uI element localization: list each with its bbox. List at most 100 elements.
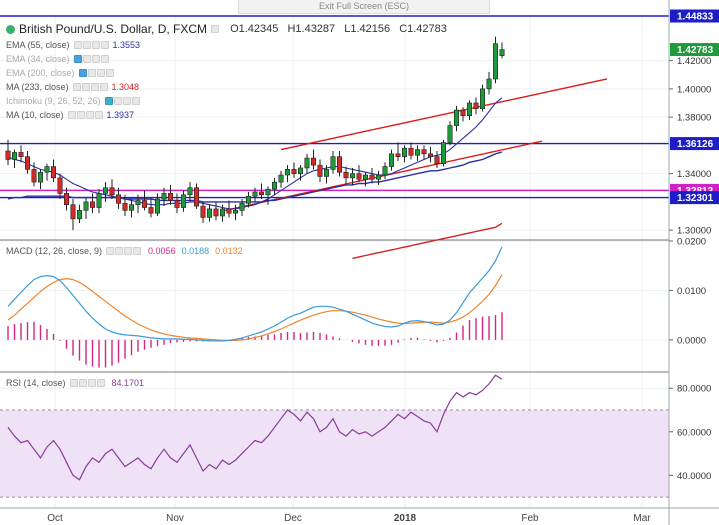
gear-icon[interactable] (82, 55, 91, 63)
candle (12, 149, 18, 168)
gear-icon[interactable] (78, 379, 87, 387)
candle (122, 194, 128, 216)
candle-body (37, 171, 43, 183)
candle (252, 187, 258, 202)
candle (369, 167, 375, 184)
legend-rsi-value: 84.1701 (111, 378, 145, 388)
legend-macd[interactable]: MACD (12, 26, close, 9) 0.0056 0.0188 0.… (6, 246, 243, 256)
close-icon[interactable] (90, 83, 99, 91)
close-icon[interactable] (85, 111, 94, 119)
legend-ema34[interactable]: EMA (34, close) (6, 54, 110, 64)
gear-icon[interactable] (87, 69, 96, 77)
candle-body (421, 149, 427, 155)
candle (499, 42, 505, 59)
candle (265, 186, 271, 205)
candle (226, 200, 232, 218)
candle-body (64, 193, 70, 205)
candle (434, 151, 440, 168)
candle-body (362, 174, 368, 180)
legend-ichimoku-controls[interactable] (104, 97, 141, 105)
more-icon[interactable] (99, 83, 108, 91)
more-icon[interactable] (100, 55, 109, 63)
candle-body (258, 191, 264, 196)
candle-body (135, 200, 141, 205)
legend-ma233-controls[interactable] (72, 83, 109, 91)
legend-ichimoku[interactable]: Ichimoku (9, 26, 52, 26) (6, 96, 141, 106)
legend-ema200-controls[interactable] (78, 69, 115, 77)
candle (440, 139, 446, 167)
candle-body (90, 201, 96, 208)
price-tick-label: 1.40000 (677, 84, 711, 95)
label-top-bg (670, 9, 719, 23)
eye-icon[interactable] (72, 83, 81, 91)
label-level1: 1.36126 (677, 139, 714, 150)
candle (77, 204, 83, 224)
time-tick-label: Mar (633, 513, 651, 524)
legend-ma233[interactable]: MA (233, close) 1.3048 (6, 82, 139, 92)
candle-body (122, 202, 128, 211)
candle-body (499, 49, 505, 56)
more-icon[interactable] (133, 247, 142, 255)
gear-icon[interactable] (76, 111, 85, 119)
eye-icon[interactable] (69, 379, 78, 387)
gear-icon[interactable] (82, 41, 91, 49)
macd-tick-label: 0.0100 (677, 286, 706, 297)
legend-ema34-controls[interactable] (73, 55, 110, 63)
candle (317, 159, 323, 183)
eye-icon[interactable] (73, 55, 82, 63)
gear-icon[interactable] (81, 83, 90, 91)
settings-icon[interactable] (211, 25, 220, 33)
more-icon[interactable] (94, 111, 103, 119)
candle (362, 172, 368, 187)
eye-icon[interactable] (73, 41, 82, 49)
more-icon[interactable] (100, 41, 109, 49)
eye-icon[interactable] (78, 69, 87, 77)
exit-full-screen-button[interactable]: Exit Full Screen (ESC) (238, 0, 490, 14)
more-icon[interactable] (105, 69, 114, 77)
legend-ema200[interactable]: EMA (200, close) (6, 68, 115, 78)
legend-macd-controls[interactable] (106, 247, 142, 255)
candle (44, 163, 50, 181)
legend-ma10[interactable]: MA (10, close) 1.3937 (6, 110, 134, 120)
gear-icon[interactable] (113, 97, 122, 105)
candle-body (349, 173, 355, 179)
close-icon[interactable] (91, 55, 100, 63)
candle (382, 162, 388, 180)
rsi-overbought-band (0, 409, 669, 498)
candle-body (207, 208, 213, 218)
legend-ema55[interactable]: EMA (55, close) 1.3553 (6, 40, 140, 50)
legend-rsi[interactable]: RSI (14, close) 84.1701 (6, 378, 144, 388)
ma10-line (7, 97, 503, 210)
candle (349, 167, 355, 185)
close-icon[interactable] (87, 379, 96, 387)
close-icon[interactable] (122, 97, 131, 105)
candle-body (129, 204, 135, 211)
ohlc-open: O1.42345 (230, 23, 279, 35)
close-icon[interactable] (91, 41, 100, 49)
candle-body (486, 78, 492, 90)
candle (142, 190, 148, 211)
header-controls[interactable] (211, 25, 220, 33)
label-level3-bg (670, 191, 719, 205)
close-icon[interactable] (96, 69, 105, 77)
candle-body (213, 208, 219, 217)
candle-body (388, 153, 394, 167)
more-icon[interactable] (131, 97, 140, 105)
candle-body (187, 187, 193, 196)
more-icon[interactable] (96, 379, 105, 387)
legend-ma10-controls[interactable] (67, 111, 104, 119)
price-tick-label: 1.34000 (677, 169, 711, 180)
candle-body (395, 153, 401, 157)
eye-icon[interactable] (104, 97, 113, 105)
candle (323, 165, 329, 184)
eye-icon[interactable] (67, 111, 76, 119)
legend-rsi-controls[interactable] (69, 379, 106, 387)
gear-icon[interactable] (115, 247, 124, 255)
close-icon[interactable] (124, 247, 133, 255)
candle (310, 149, 316, 170)
eye-icon[interactable] (106, 247, 115, 255)
candle-body (440, 142, 446, 165)
legend-ema55-controls[interactable] (73, 41, 110, 49)
legend-ema55-value: 1.3553 (112, 40, 141, 50)
